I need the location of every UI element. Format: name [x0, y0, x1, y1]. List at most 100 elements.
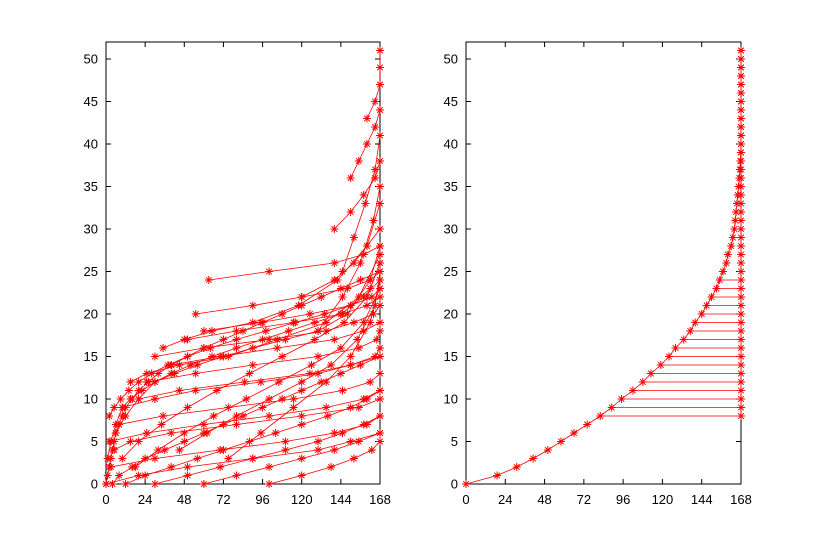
- data-point: [320, 310, 329, 318]
- asterisk-marker: [732, 208, 741, 216]
- asterisk-marker: [376, 225, 384, 233]
- x-tick-label: 144: [691, 492, 713, 507]
- asterisk-marker: [248, 318, 257, 327]
- asterisk-marker: [702, 301, 711, 310]
- y-tick-label: 15: [444, 349, 458, 364]
- data-point: [371, 165, 380, 174]
- data-point: [208, 327, 217, 335]
- asterisk-marker: [314, 352, 323, 361]
- asterisk-marker: [239, 412, 247, 420]
- series: [131, 284, 384, 471]
- asterisk-marker: [126, 378, 135, 386]
- data-point: [737, 250, 745, 259]
- data-point: [367, 446, 376, 454]
- asterisk-marker: [371, 301, 380, 310]
- asterisk-marker: [354, 403, 363, 412]
- data-point: [346, 208, 355, 216]
- asterisk-marker: [376, 301, 384, 310]
- asterisk-marker: [232, 335, 241, 344]
- asterisk-marker: [737, 284, 745, 293]
- data-point: [707, 293, 716, 301]
- data-point: [265, 395, 274, 403]
- series: [150, 412, 384, 488]
- asterisk-marker: [183, 352, 192, 361]
- asterisk-marker: [349, 233, 358, 242]
- data-point: [338, 293, 347, 301]
- asterisk-marker: [314, 446, 323, 454]
- data-point: [376, 369, 384, 378]
- asterisk-marker: [512, 463, 521, 471]
- y-tick-label: 35: [444, 179, 458, 194]
- asterisk-marker: [638, 378, 647, 386]
- asterisk-marker: [289, 395, 298, 403]
- x-tick-label: 0: [102, 492, 109, 507]
- data-point: [376, 131, 384, 140]
- asterisk-marker: [656, 361, 665, 369]
- data-point: [737, 182, 745, 191]
- data-point: [281, 437, 290, 446]
- asterisk-marker: [333, 276, 342, 284]
- asterisk-marker: [737, 276, 745, 284]
- plot-area: [102, 46, 384, 488]
- data-point: [242, 395, 251, 403]
- y-tick-label: 5: [91, 434, 98, 449]
- y-tick-label: 40: [444, 137, 458, 152]
- data-point: [297, 412, 306, 420]
- asterisk-marker: [346, 208, 355, 216]
- asterisk-marker: [208, 352, 217, 361]
- asterisk-marker: [126, 437, 135, 446]
- data-point: [737, 293, 745, 301]
- asterisk-marker: [737, 89, 745, 97]
- data-point: [159, 412, 168, 420]
- data-point: [291, 318, 300, 327]
- series: [121, 386, 384, 488]
- asterisk-marker: [245, 369, 254, 378]
- asterisk-marker: [367, 293, 376, 301]
- series-line: [112, 356, 381, 485]
- asterisk-marker: [349, 259, 358, 267]
- asterisk-marker: [737, 412, 745, 420]
- asterisk-marker: [376, 276, 384, 284]
- asterisk-marker: [297, 378, 306, 386]
- data-point: [154, 446, 163, 454]
- asterisk-marker: [737, 327, 745, 335]
- asterisk-marker: [376, 327, 384, 335]
- data-point: [305, 310, 314, 318]
- data-point: [376, 267, 384, 276]
- asterisk-marker: [317, 293, 326, 301]
- asterisk-marker: [206, 344, 215, 352]
- asterisk-marker: [271, 429, 280, 437]
- asterisk-marker: [208, 327, 217, 335]
- asterisk-marker: [737, 335, 745, 344]
- asterisk-marker: [338, 267, 347, 276]
- y-tick-label: 30: [84, 222, 98, 237]
- series: [346, 106, 384, 182]
- data-point: [330, 429, 339, 437]
- data-point: [737, 208, 745, 216]
- asterisk-marker: [265, 480, 274, 488]
- data-point: [338, 386, 347, 395]
- series-line: [162, 203, 381, 349]
- asterisk-marker: [111, 429, 120, 437]
- data-point: [232, 420, 241, 429]
- asterisk-marker: [273, 335, 282, 344]
- asterisk-marker: [186, 361, 195, 369]
- data-point: [356, 361, 365, 369]
- asterisk-marker: [737, 310, 745, 318]
- data-point: [346, 403, 355, 412]
- asterisk-marker: [224, 352, 233, 361]
- data-point: [330, 259, 339, 267]
- y-tick-label: 20: [444, 307, 458, 322]
- asterisk-marker: [170, 369, 179, 378]
- data-point: [376, 386, 384, 395]
- data-point: [356, 276, 365, 284]
- asterisk-marker: [323, 412, 332, 420]
- data-point: [199, 344, 208, 352]
- asterisk-marker: [376, 63, 384, 72]
- asterisk-marker: [239, 327, 247, 335]
- asterisk-marker: [232, 412, 241, 420]
- data-point: [183, 471, 192, 480]
- data-point: [193, 361, 202, 369]
- asterisk-marker: [278, 352, 287, 361]
- asterisk-marker: [556, 437, 565, 446]
